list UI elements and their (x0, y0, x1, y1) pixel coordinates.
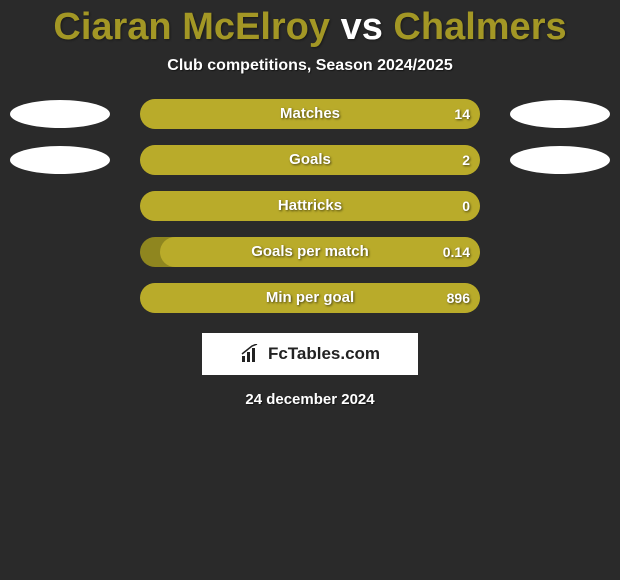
left-player-badge (10, 100, 110, 128)
stat-label: Matches (140, 97, 480, 131)
subtitle: Club competitions, Season 2024/2025 (0, 57, 620, 75)
stat-label: Goals (140, 143, 480, 177)
stat-value: 0.14 (443, 235, 470, 269)
stat-value: 0 (462, 189, 470, 223)
stat-label: Hattricks (140, 189, 480, 223)
stat-label: Goals per match (140, 235, 480, 269)
date-text: 24 december 2024 (0, 391, 620, 408)
left-player-badge (10, 146, 110, 174)
stat-value: 2 (462, 143, 470, 177)
stat-row: Hattricks0 (0, 189, 620, 223)
title-left: Ciaran McElroy (53, 6, 330, 48)
comparison-title: Ciaran McElroy vs Chalmers (0, 6, 620, 49)
title-vs: vs (330, 6, 393, 48)
right-player-badge (510, 146, 610, 174)
stat-value: 14 (454, 97, 470, 131)
stat-row: Min per goal896 (0, 281, 620, 315)
chart-icon (240, 344, 262, 364)
stat-value: 896 (447, 281, 470, 315)
stat-label: Min per goal (140, 281, 480, 315)
right-player-badge (510, 100, 610, 128)
brand-text: FcTables.com (268, 344, 380, 364)
stats-container: Matches14 Goals2 Hattricks0 Goals per match… (0, 97, 620, 315)
title-right: Chalmers (393, 6, 566, 48)
stat-row: Goals per match0.14 (0, 235, 620, 269)
stat-row: Matches14 (0, 97, 620, 131)
stat-row: Goals2 (0, 143, 620, 177)
brand-box: FcTables.com (202, 333, 418, 375)
